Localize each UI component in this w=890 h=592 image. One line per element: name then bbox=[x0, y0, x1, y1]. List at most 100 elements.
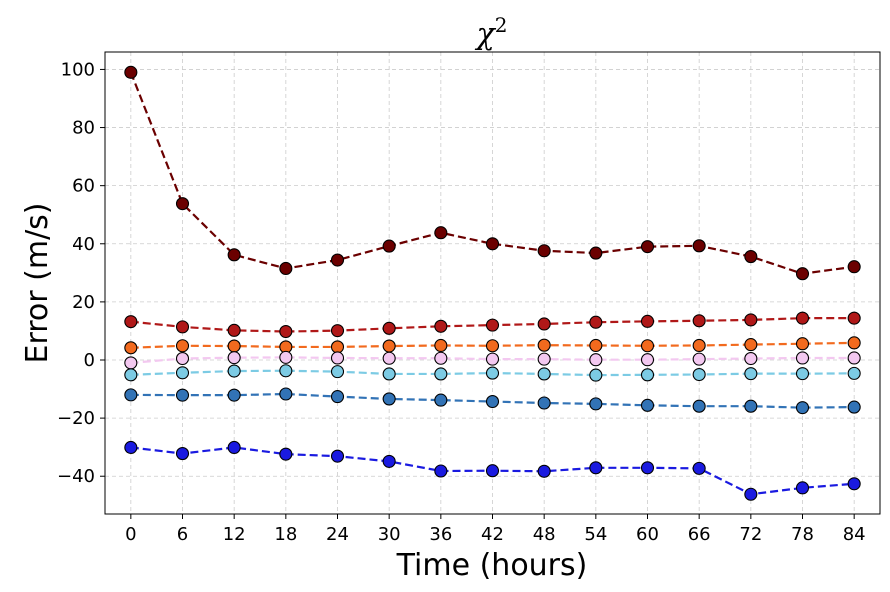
series-point bbox=[640, 339, 655, 353]
series-point bbox=[795, 311, 810, 325]
series-point bbox=[692, 338, 706, 353]
series-point bbox=[847, 366, 861, 380]
series-point bbox=[485, 339, 500, 353]
series-point bbox=[279, 364, 293, 378]
x-tick-label: 48 bbox=[533, 524, 556, 545]
series-point bbox=[795, 367, 810, 381]
series-5 bbox=[124, 364, 861, 382]
series-point bbox=[382, 239, 396, 253]
series-point bbox=[485, 352, 500, 366]
series-point bbox=[175, 339, 190, 353]
series-point bbox=[537, 396, 551, 410]
chart-title: χ2 bbox=[475, 13, 508, 52]
series-point bbox=[692, 352, 706, 366]
series-point bbox=[485, 464, 500, 478]
series-point bbox=[279, 447, 293, 461]
series-point bbox=[124, 315, 138, 329]
series-point bbox=[175, 366, 190, 380]
series-4 bbox=[124, 350, 861, 370]
series-point bbox=[847, 260, 861, 274]
series-point bbox=[795, 481, 810, 495]
y-axis-ticks: −40 −20 0 20 40 60 80 100 bbox=[57, 59, 105, 487]
x-tick-label: 12 bbox=[223, 524, 246, 545]
series-point bbox=[795, 351, 810, 365]
series-point bbox=[537, 464, 551, 478]
y-axis-label: Error (m/s) bbox=[20, 202, 55, 363]
series-point bbox=[124, 356, 138, 370]
series-point bbox=[589, 461, 603, 475]
series-point bbox=[847, 311, 861, 325]
series-point bbox=[434, 226, 448, 240]
series-point bbox=[227, 364, 241, 378]
series-point bbox=[124, 368, 138, 382]
series-point bbox=[640, 353, 655, 367]
series-point bbox=[744, 367, 758, 381]
series-point bbox=[124, 341, 138, 355]
series-point bbox=[227, 351, 241, 365]
x-tick-label: 36 bbox=[429, 524, 452, 545]
y-tick-label: 100 bbox=[61, 59, 95, 80]
series-point bbox=[640, 398, 655, 412]
series-point bbox=[692, 367, 706, 382]
series-point bbox=[175, 197, 190, 211]
series-point bbox=[124, 388, 138, 402]
series-point bbox=[589, 246, 603, 260]
chart-title-base: χ bbox=[475, 17, 497, 52]
series-layer bbox=[124, 65, 861, 501]
series-point bbox=[847, 351, 861, 365]
series-2 bbox=[124, 311, 861, 339]
series-point bbox=[175, 320, 190, 334]
x-tick-label: 18 bbox=[274, 524, 297, 545]
series-point bbox=[227, 388, 241, 402]
x-tick-label: 0 bbox=[125, 524, 136, 545]
x-tick-label: 30 bbox=[378, 524, 401, 545]
series-point bbox=[485, 366, 500, 380]
series-point bbox=[434, 393, 448, 407]
series-point bbox=[434, 367, 448, 381]
series-point bbox=[847, 400, 861, 414]
series-3 bbox=[124, 336, 861, 355]
series-point bbox=[279, 387, 293, 401]
series-point bbox=[795, 401, 810, 415]
y-tick-label: 20 bbox=[72, 292, 95, 313]
series-point bbox=[744, 313, 758, 327]
series-point bbox=[589, 353, 603, 367]
series-point bbox=[175, 388, 190, 402]
series-point bbox=[744, 487, 758, 501]
series-point bbox=[537, 338, 551, 352]
series-point bbox=[330, 324, 345, 338]
series-point bbox=[795, 337, 810, 351]
series-point bbox=[640, 368, 655, 382]
series-line bbox=[129, 71, 855, 275]
series-point bbox=[434, 351, 448, 365]
x-tick-label: 84 bbox=[843, 524, 866, 545]
series-point bbox=[744, 250, 758, 264]
series-point bbox=[279, 350, 293, 364]
series-point bbox=[537, 367, 551, 381]
series-point bbox=[382, 454, 396, 468]
series-point bbox=[330, 390, 345, 404]
series-point bbox=[227, 323, 241, 337]
series-point bbox=[847, 336, 861, 350]
series-point bbox=[330, 253, 345, 267]
series-point bbox=[330, 449, 345, 463]
x-tick-label: 42 bbox=[481, 524, 504, 545]
series-point bbox=[589, 315, 603, 329]
y-tick-label: −20 bbox=[57, 408, 95, 429]
series-point bbox=[330, 351, 345, 365]
grid bbox=[105, 52, 880, 514]
series-point bbox=[175, 351, 190, 366]
series-point bbox=[485, 237, 500, 251]
series-point bbox=[589, 368, 603, 382]
series-point bbox=[640, 461, 655, 475]
series-1 bbox=[124, 65, 861, 281]
series-point bbox=[382, 339, 396, 353]
x-tick-label: 24 bbox=[326, 524, 349, 545]
series-point bbox=[434, 338, 448, 353]
x-axis-ticks: 0 6 12 18 24 30 36 42 48 54 60 66 72 78 84 bbox=[125, 514, 866, 545]
series-point bbox=[589, 397, 603, 411]
series-point bbox=[382, 367, 396, 381]
y-tick-label: 80 bbox=[72, 118, 95, 139]
series-point bbox=[640, 314, 655, 328]
